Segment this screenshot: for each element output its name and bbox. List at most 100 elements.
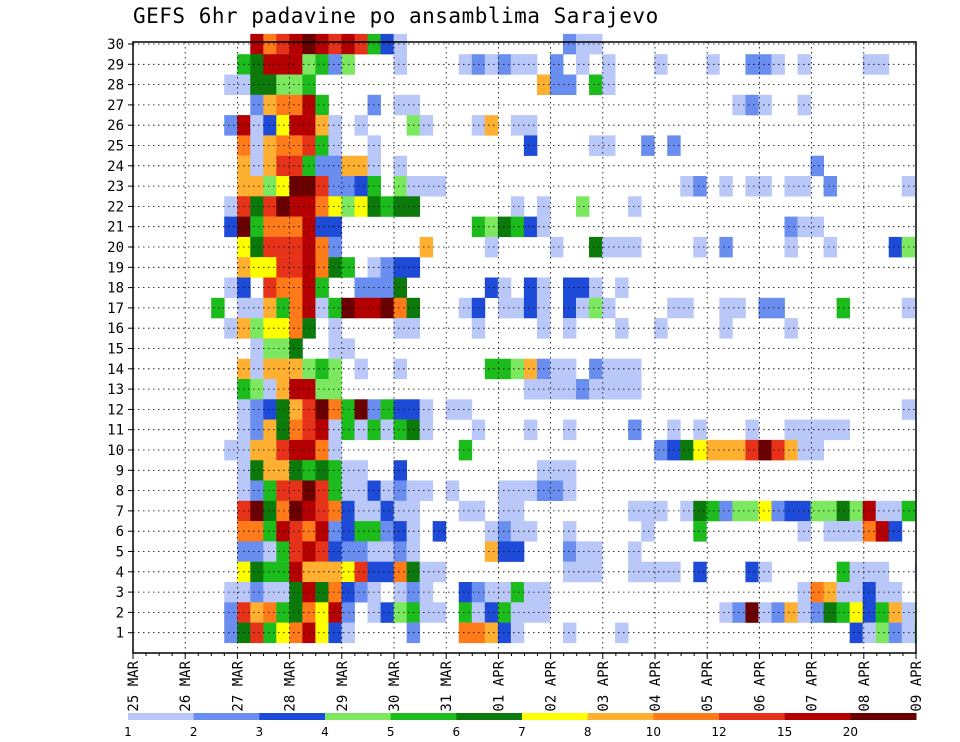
heatmap-cell <box>289 176 303 197</box>
heatmap-cell <box>719 176 733 197</box>
heatmap-cell <box>680 297 694 319</box>
heatmap-cell <box>510 297 525 319</box>
heatmap-cell <box>315 460 329 481</box>
heatmap-cell <box>263 419 277 441</box>
heatmap-cell <box>250 602 264 623</box>
heatmap-cell <box>328 379 342 400</box>
heatmap-cell <box>380 277 394 298</box>
y-tick-label: 6 <box>116 524 124 540</box>
heatmap-cell <box>510 602 525 623</box>
heatmap-cell <box>523 115 538 136</box>
heatmap-cell <box>523 419 538 441</box>
heatmap-cell <box>628 500 642 522</box>
heatmap-cell <box>576 33 590 55</box>
chart-title: GEFS 6hr padavine po ansamblima Sarajevo <box>133 4 659 28</box>
heatmap-cell <box>354 358 368 380</box>
x-tick-label: 25 MAR <box>126 660 142 711</box>
heatmap-cell <box>693 521 707 542</box>
heatmap-cell <box>315 480 329 501</box>
heatmap-cell <box>628 196 642 217</box>
heatmap-cell <box>263 602 277 623</box>
heatmap-cell <box>328 399 342 420</box>
heatmap-cell <box>328 521 342 542</box>
heatmap-cell <box>523 521 538 542</box>
heatmap-cell <box>289 54 303 75</box>
heatmap-cell <box>263 74 277 95</box>
heatmap-cell <box>784 318 798 339</box>
heatmap-cell <box>745 419 759 441</box>
legend-swatch <box>456 713 523 720</box>
legend-label: 8 <box>584 725 592 739</box>
y-tick-label: 23 <box>107 179 124 195</box>
heatmap-cell <box>354 115 368 136</box>
heatmap-cell <box>250 135 264 156</box>
heatmap-cell <box>263 318 277 339</box>
heatmap-cell <box>497 54 512 75</box>
heatmap-cell <box>263 54 277 75</box>
heatmap-cell <box>250 216 264 238</box>
heatmap-cell <box>328 460 342 481</box>
heatmap-cell <box>849 561 864 583</box>
heatmap-cell <box>263 622 277 644</box>
heatmap-cell <box>354 460 368 481</box>
heatmap-cell <box>263 338 277 359</box>
heatmap-cell <box>576 277 590 298</box>
heatmap-cell <box>497 277 512 298</box>
heatmap-cell <box>576 561 590 583</box>
heatmap-cell <box>328 318 342 339</box>
heatmap-cell <box>758 176 772 197</box>
heatmap-cell <box>263 277 277 298</box>
heatmap-cell <box>354 521 368 542</box>
heatmap-cell <box>510 196 525 217</box>
heatmap-cell <box>562 541 577 562</box>
heatmap-cell <box>289 318 303 339</box>
heatmap-cell <box>263 155 277 177</box>
heatmap-cell <box>419 561 434 583</box>
heatmap-cell <box>484 622 499 644</box>
heatmap-cell <box>562 521 577 542</box>
heatmap-cell <box>497 500 512 522</box>
heatmap-cell <box>224 318 238 339</box>
heatmap-cell <box>354 155 368 177</box>
legend-label: 10 <box>646 725 661 739</box>
heatmap-cell <box>888 521 903 542</box>
heatmap-cell <box>484 582 499 603</box>
heatmap-cell <box>315 582 329 603</box>
heatmap-cell <box>562 379 577 400</box>
heatmap-cell <box>484 236 499 258</box>
heatmap-cell <box>719 318 733 339</box>
heatmap-cell <box>263 379 277 400</box>
heatmap-cell <box>784 419 798 441</box>
heatmap-cell <box>250 155 264 177</box>
heatmap-cell <box>354 297 368 319</box>
heatmap-cell <box>250 54 264 75</box>
heatmap-cell <box>523 358 538 380</box>
heatmap-cell <box>289 541 303 562</box>
heatmap-cell <box>549 379 564 400</box>
heatmap-cell <box>589 358 603 380</box>
heatmap-cell <box>589 277 603 298</box>
heatmap-cell <box>250 358 264 380</box>
heatmap-cell <box>250 196 264 217</box>
heatmap-cell <box>224 602 238 623</box>
heatmap-cell <box>354 582 368 603</box>
heatmap-cell <box>784 439 798 461</box>
heatmap-cell <box>510 216 525 238</box>
heatmap-cell <box>354 196 368 217</box>
heatmap-cell <box>497 622 512 644</box>
heatmap-cell <box>250 338 264 359</box>
heatmap-cell <box>497 521 512 542</box>
heatmap-cell <box>289 74 303 95</box>
heatmap-cell <box>641 500 655 522</box>
heatmap-cell <box>315 379 329 400</box>
y-tick-label: 19 <box>107 260 124 276</box>
heatmap-cell <box>224 74 238 95</box>
heatmap-cell <box>328 419 342 441</box>
legend-swatch <box>719 713 786 720</box>
heatmap-cell <box>354 541 368 562</box>
heatmap-cell <box>289 582 303 603</box>
heatmap-cell <box>875 622 890 644</box>
heatmap-cell <box>745 500 759 522</box>
heatmap-cell <box>380 561 394 583</box>
heatmap-cell <box>758 561 772 583</box>
